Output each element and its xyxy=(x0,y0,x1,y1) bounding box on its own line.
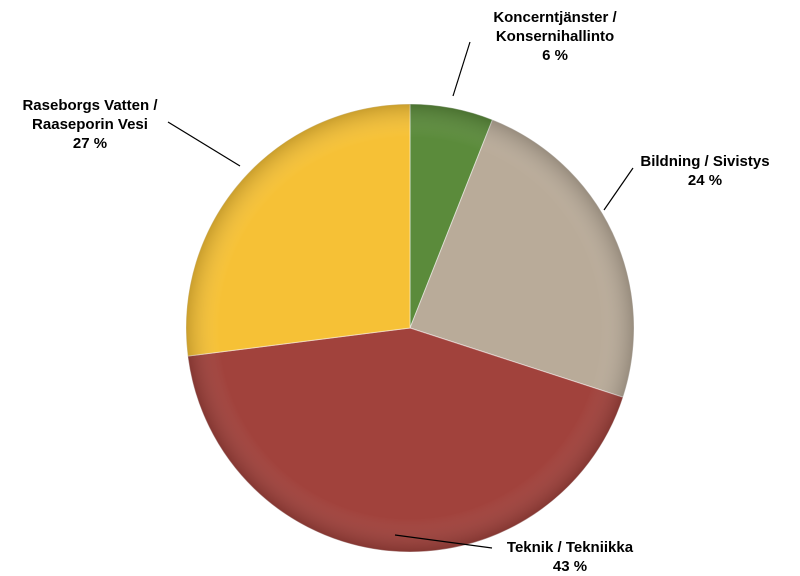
leader-line xyxy=(452,41,471,97)
value-label: 43 % xyxy=(552,558,588,575)
value-label: 27 % xyxy=(72,135,108,152)
slice-label: Teknik / Tekniikka 43 % xyxy=(480,538,660,576)
leader-line xyxy=(603,167,634,211)
slice-label: Koncerntjänster / Konsernihallinto 6 % xyxy=(470,8,640,65)
category-label: Koncerntjänster / Konsernihallinto xyxy=(493,9,617,45)
category-label: Teknik / Tekniikka xyxy=(506,539,634,556)
value-label: 6 % xyxy=(542,47,568,64)
category-label: Bildning / Sivistys xyxy=(640,153,770,170)
slice-label: Bildning / Sivistys 24 % xyxy=(620,152,790,190)
slice-label: Raseborgs Vatten / Raaseporin Vesi 27 % xyxy=(0,96,180,153)
leader-line xyxy=(394,534,493,549)
pie-slice xyxy=(185,103,411,357)
leader-line xyxy=(167,121,241,167)
value-label: 24 % xyxy=(687,172,723,189)
category-label: Raseborgs Vatten / Raaseporin Vesi xyxy=(22,97,158,133)
